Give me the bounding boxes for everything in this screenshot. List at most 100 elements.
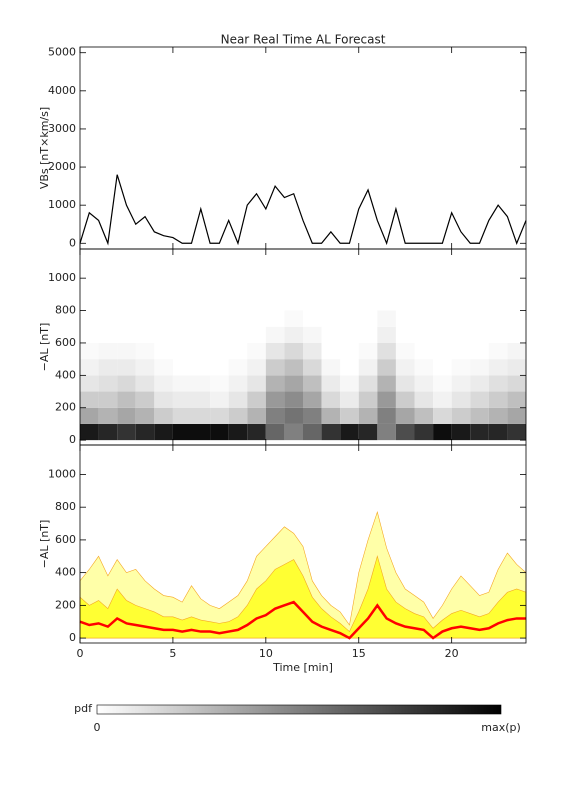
y-tick-label: 800	[55, 500, 76, 513]
heat-cell	[358, 326, 378, 343]
heat-cell	[135, 359, 155, 376]
heat-cell	[470, 423, 489, 441]
heat-cell	[191, 326, 211, 343]
y-tick-label: 1000	[48, 198, 76, 211]
heat-cell	[451, 375, 471, 392]
heat-cell	[395, 391, 415, 408]
data-area	[79, 555, 527, 639]
heat-cell	[488, 342, 508, 360]
colorbar-label: pdf	[74, 702, 93, 715]
heat-cell	[247, 342, 266, 360]
heat-cell	[451, 423, 471, 441]
heat-cell	[117, 391, 136, 408]
heat-cell	[395, 310, 415, 327]
heat-cell	[321, 391, 341, 408]
heat-cell	[135, 310, 155, 327]
heat-cell	[395, 342, 415, 360]
heat-cell	[358, 407, 378, 424]
heat-cell	[98, 423, 118, 441]
heat-cell	[98, 359, 118, 376]
heat-cell	[210, 359, 229, 376]
heat-cell	[154, 310, 173, 327]
heat-cell	[265, 342, 285, 360]
y-tick-label: 2000	[48, 160, 76, 173]
heat-cell	[210, 310, 229, 327]
heat-cell	[117, 375, 136, 392]
heat-cell	[358, 359, 378, 376]
heat-cell	[507, 407, 526, 424]
y-tick-label: 800	[55, 304, 76, 317]
data-area	[79, 511, 527, 639]
heat-cell	[377, 310, 396, 327]
heat-cell	[265, 391, 285, 408]
heat-cell	[98, 375, 118, 392]
x-tick-label: 10	[259, 647, 273, 660]
heat-cell	[507, 375, 526, 392]
heat-cell	[284, 423, 303, 441]
heat-cell	[321, 423, 341, 441]
heat-cell	[303, 359, 322, 376]
heat-cell	[395, 375, 415, 392]
heat-cell	[210, 407, 229, 424]
chart-title: Near Real Time AL Forecast	[221, 33, 386, 47]
heat-cell	[433, 407, 452, 424]
heat-cell	[247, 423, 266, 441]
heat-cell	[470, 359, 489, 376]
y-tick-label: 600	[55, 336, 76, 349]
heat-cell	[80, 375, 99, 392]
heat-cell	[433, 391, 452, 408]
heat-cell	[395, 423, 415, 441]
heat-cell	[377, 342, 396, 360]
heat-cell	[433, 423, 452, 441]
heat-cell	[377, 407, 396, 424]
heat-cell	[340, 391, 359, 408]
heat-cell	[172, 342, 192, 360]
heat-cell	[358, 310, 378, 327]
heat-cell	[507, 391, 526, 408]
heat-cell	[470, 391, 489, 408]
heat-cell	[80, 391, 99, 408]
heat-cell	[247, 326, 266, 343]
heat-cell	[470, 407, 489, 424]
heat-cell	[210, 326, 229, 343]
heat-cell	[172, 359, 192, 376]
heat-cell	[117, 407, 136, 424]
heat-cell	[358, 375, 378, 392]
heat-cell	[135, 375, 155, 392]
heat-cell	[172, 407, 192, 424]
heat-cell	[451, 310, 471, 327]
heat-cell	[154, 407, 173, 424]
heat-cell	[321, 310, 341, 327]
colorbar-min: 0	[94, 721, 101, 734]
heat-cell	[340, 310, 359, 327]
heat-cell	[247, 375, 266, 392]
heat-cell	[172, 423, 192, 441]
heat-cell	[172, 375, 192, 392]
colorbar	[96, 704, 502, 715]
heat-cell	[377, 375, 396, 392]
heat-cell	[172, 391, 192, 408]
heat-cell	[247, 359, 266, 376]
heat-cell	[191, 342, 211, 360]
heat-cell	[117, 310, 136, 327]
heat-cell	[303, 342, 322, 360]
heat-cell	[507, 423, 526, 441]
heat-cell	[433, 326, 452, 343]
heat-cell	[507, 342, 526, 360]
y-tick-label: 0	[69, 236, 76, 249]
data-line	[79, 600, 526, 640]
data-line	[79, 174, 527, 246]
heat-cell	[154, 359, 173, 376]
heat-cell	[395, 407, 415, 424]
heat-cell	[488, 375, 508, 392]
heat-cell	[507, 359, 526, 376]
heat-cell	[414, 375, 434, 392]
heat-cell	[395, 326, 415, 343]
heat-cell	[228, 359, 248, 376]
heat-cell	[321, 359, 341, 376]
heat-cell	[135, 326, 155, 343]
heat-cell	[488, 423, 508, 441]
heat-cell	[228, 375, 248, 392]
heat-cell	[488, 407, 508, 424]
